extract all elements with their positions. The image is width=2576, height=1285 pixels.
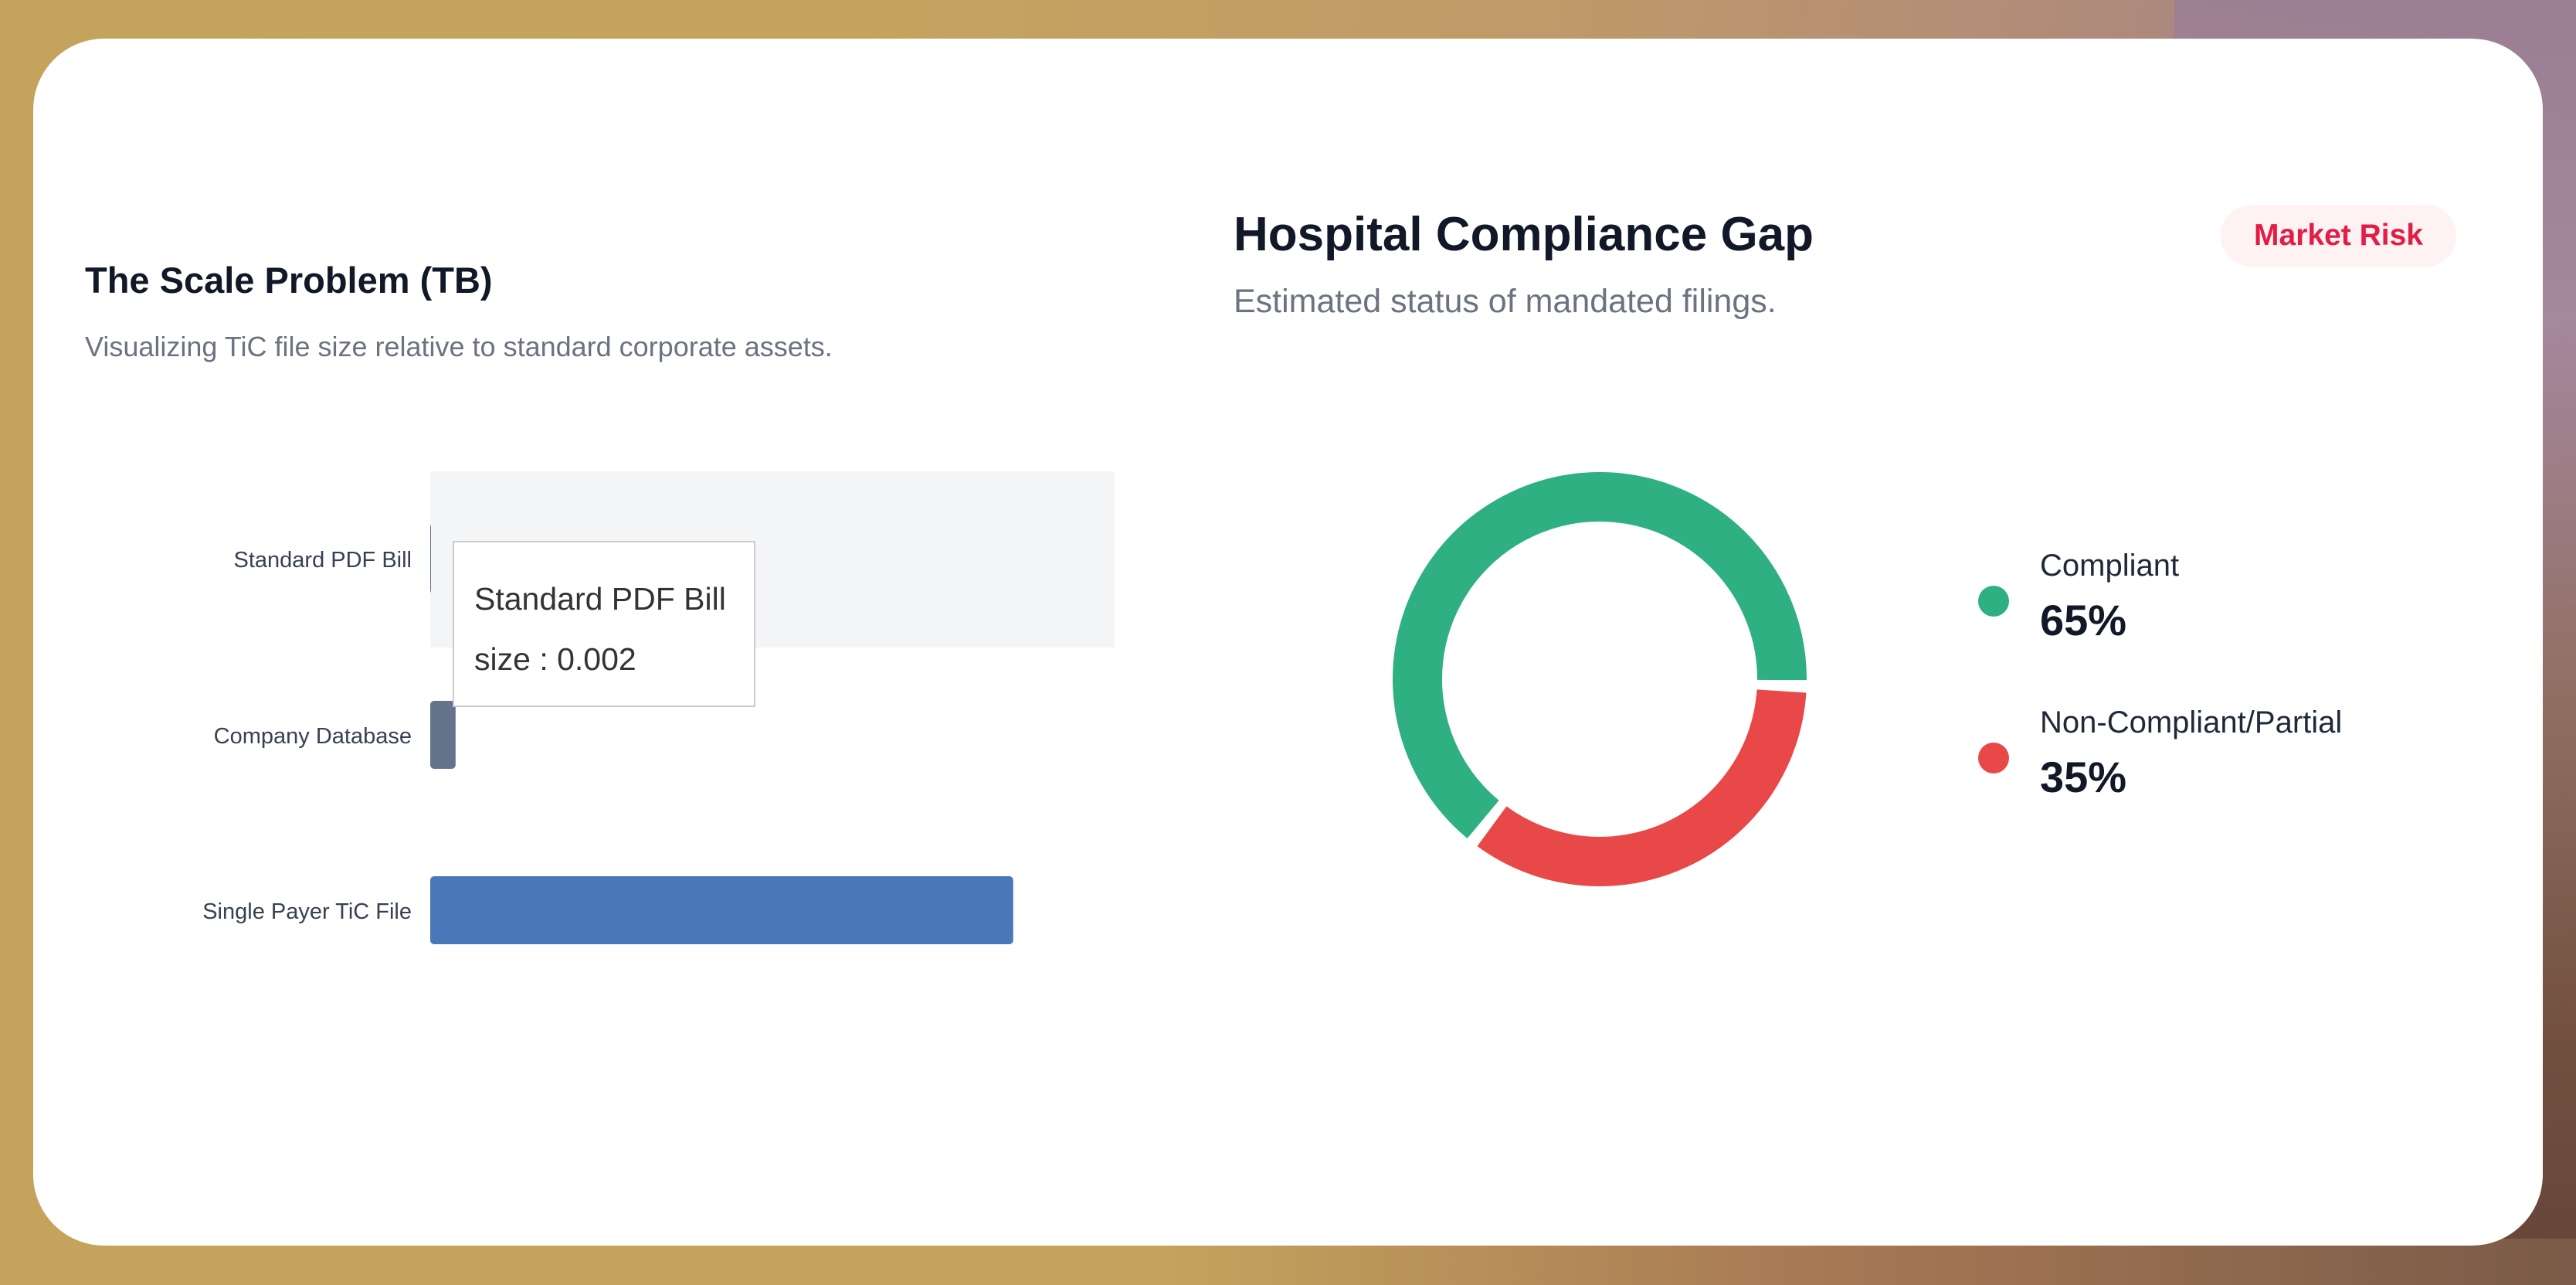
donut-slice-non-compliant[interactable] (1477, 688, 1807, 886)
legend-dot-non-compliant (1978, 743, 2009, 773)
legend-label-non-compliant: Non-Compliant/Partial (2040, 705, 2343, 739)
compliance-chart-subtitle: Estimated status of mandated filings. (1234, 283, 1777, 320)
bar-label-2: Single Payer TiC File (202, 899, 412, 924)
background-strip (0, 1239, 2576, 1285)
bar-label-1: Company Database (214, 724, 412, 749)
legend-dot-compliant (1978, 586, 2009, 617)
bar-0[interactable] (430, 525, 431, 593)
legend-value-non-compliant: 35% (2040, 753, 2127, 801)
donut-slice-compliant[interactable] (1393, 472, 1807, 839)
market-risk-badge: Market Risk (2221, 205, 2456, 267)
legend-value-compliant: 65% (2040, 596, 2127, 644)
compliance-chart-title: Hospital Compliance Gap (1234, 208, 1814, 261)
bar-2[interactable] (430, 876, 1013, 944)
tooltip-series-label: size (474, 641, 531, 677)
bar-label-0: Standard PDF Bill (234, 548, 412, 573)
chart-tooltip: Standard PDF Bill size : 0.002 (453, 541, 755, 707)
tooltip-value-number: 0.002 (557, 641, 636, 677)
tooltip-category: Standard PDF Bill (474, 581, 726, 617)
tooltip-value: size : 0.002 (474, 641, 636, 677)
scale-chart-subtitle: Visualizing TiC file size relative to st… (85, 331, 833, 362)
scale-chart-title: The Scale Problem (TB) (85, 260, 493, 301)
legend-label-compliant: Compliant (2040, 549, 2180, 583)
bar-1[interactable] (430, 701, 456, 769)
